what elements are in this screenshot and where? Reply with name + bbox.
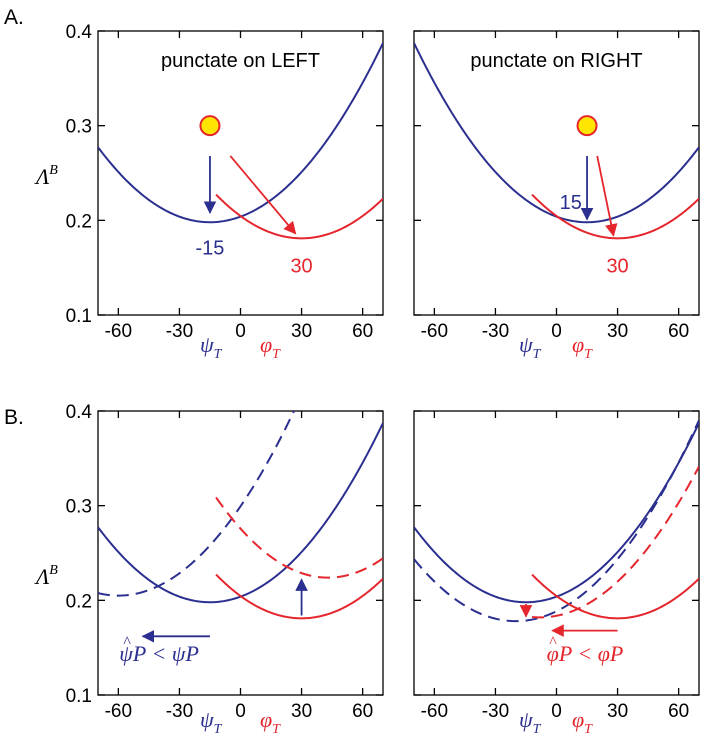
x-axis-label-psi-left-a: ψT	[200, 332, 223, 362]
chart-panel-A-left: -60 -30 0 30 60 0.1 0.2 0.3 0.4 punctate on LEFT -…	[66, 22, 384, 342]
x-tick-label: -30	[482, 321, 509, 342]
x-tick-label: 30	[291, 701, 312, 722]
plot-frame	[413, 30, 700, 316]
y-tick-label: 0.2	[66, 211, 92, 232]
x-tick-label: 30	[607, 701, 628, 722]
y-tick-label: 0.3	[66, 497, 92, 518]
punctate-dot	[199, 115, 221, 137]
value-label: 30	[290, 255, 312, 277]
x-axis-label-phi-left-a: φT	[260, 332, 281, 362]
y-tick-label: 0.3	[66, 117, 92, 138]
x-tick-label: 0	[235, 701, 246, 722]
series-line-red-solid	[531, 573, 699, 620]
hat-accent: ^	[123, 634, 131, 651]
series-group	[98, 42, 383, 240]
x-tick-label: 30	[291, 321, 312, 342]
x-tick-label: 0	[551, 701, 562, 722]
inequality-label: ψP < ψP	[119, 641, 199, 666]
series-line-red-solid	[531, 193, 699, 240]
chart-panel-A-right: -60 -30 0 30 60 punctate on RIGHT 15 30	[413, 30, 700, 342]
x-axis-labels-row-b: ψT φT ψT φT	[200, 707, 593, 737]
y-tick-label: 0.1	[66, 306, 92, 327]
arrow-red	[229, 155, 297, 235]
hat-accent: ^	[549, 634, 557, 651]
value-label: 30	[606, 255, 628, 277]
x-tick-label: 60	[352, 321, 373, 342]
punctate-dot	[576, 115, 598, 137]
x-axis-label-psi-right-a: ψT	[519, 332, 542, 362]
series-line-red-solid	[215, 573, 383, 620]
y-tick-label: 0.1	[66, 686, 92, 707]
chart-panels: -60 -30 0 30 60 0.1 0.2 0.3 0.4 punctate on LEFT -…	[66, 22, 700, 722]
value-label: -15	[196, 237, 225, 259]
x-tick-label: -30	[482, 701, 509, 722]
chart-title: punctate on LEFT	[161, 50, 320, 72]
y-tick-label: 0.2	[66, 591, 92, 612]
x-tick-label: -60	[105, 321, 132, 342]
x-axis-label-phi-right-b: φT	[572, 707, 593, 737]
arrow-red	[596, 155, 618, 237]
series-line-blue-dashed	[414, 419, 699, 623]
chart-panel-B-left: -60 -30 0 30 60 0.1 0.2 0.3 0.4 ψP < ψP^	[66, 402, 384, 722]
series-group	[98, 411, 383, 620]
inequality-label: φP < φP	[547, 641, 624, 666]
x-tick-label: -60	[421, 321, 448, 342]
x-tick-label: 0	[235, 321, 246, 342]
x-tick-label: -60	[421, 701, 448, 722]
y-axis-label-bottom: ΛB	[34, 563, 58, 589]
y-axis-label-main: Λ	[34, 564, 50, 589]
x-axis-label-psi-right-b: ψT	[519, 707, 542, 737]
x-axis-label-phi-right-a: φT	[572, 332, 593, 362]
y-tick-label: 0.4	[66, 22, 93, 43]
chart-panel-B-right: -60 -30 0 30 60 φP < φP^	[413, 410, 700, 722]
chart-title: punctate on RIGHT	[470, 50, 642, 72]
x-tick-label: -30	[166, 701, 193, 722]
y-axis-label-sup: B	[49, 163, 58, 178]
series-group	[414, 42, 699, 240]
y-tick-label: 0.4	[66, 402, 93, 423]
x-tick-label: 60	[668, 321, 689, 342]
x-tick-label: -30	[166, 321, 193, 342]
x-axis-label-psi-left-b: ψT	[200, 707, 223, 737]
series-line-red-solid	[215, 193, 383, 240]
x-axis-label-phi-left-b: φT	[260, 707, 281, 737]
x-tick-label: 60	[352, 701, 373, 722]
row-label-a: A.	[4, 6, 24, 29]
x-tick-label: -60	[105, 701, 132, 722]
series-line-blue-solid	[98, 422, 383, 604]
series-line-red-dashed	[531, 466, 699, 619]
value-label: 15	[560, 192, 582, 214]
series-group	[414, 419, 699, 623]
x-tick-label: 60	[668, 701, 689, 722]
plot-frame	[97, 30, 384, 316]
series-line-blue-solid	[414, 422, 699, 604]
row-label-b: B.	[4, 406, 24, 429]
y-axis-label-sup: B	[49, 563, 58, 578]
x-tick-label: 0	[551, 321, 562, 342]
y-axis-label-main: Λ	[34, 164, 50, 189]
x-tick-label: 30	[607, 321, 628, 342]
x-axis-labels-row-a: ψT φT ψT φT	[200, 332, 593, 362]
series-line-blue-dashed	[98, 411, 296, 597]
series-line-red-dashed	[215, 496, 383, 579]
y-axis-label-top: ΛB	[34, 163, 58, 189]
